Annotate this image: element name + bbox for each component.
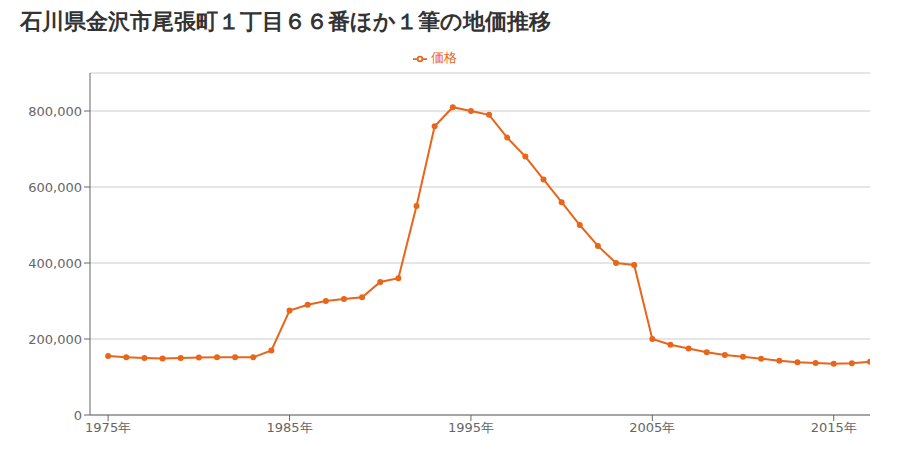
html-text:価格: 価格 (431, 50, 457, 65)
svg-text:200,000: 200,000 (28, 332, 82, 347)
svg-text:600,000: 600,000 (28, 180, 82, 195)
svg-text:2015年: 2015年 (811, 420, 857, 435)
svg-text:0: 0 (74, 408, 82, 423)
svg-text:400,000: 400,000 (28, 256, 82, 271)
svg-text:1975年: 1975年 (85, 420, 131, 435)
svg-text:1995年: 1995年 (448, 420, 494, 435)
svg-text:1985年: 1985年 (266, 420, 312, 435)
svg-text:800,000: 800,000 (28, 104, 82, 119)
svg-text:2005年: 2005年 (629, 420, 675, 435)
html-text:石川県金沢市尾張町１丁目６６番ほか１筆の地価推移: 石川県金沢市尾張町１丁目６６番ほか１筆の地価推移 (20, 9, 551, 34)
